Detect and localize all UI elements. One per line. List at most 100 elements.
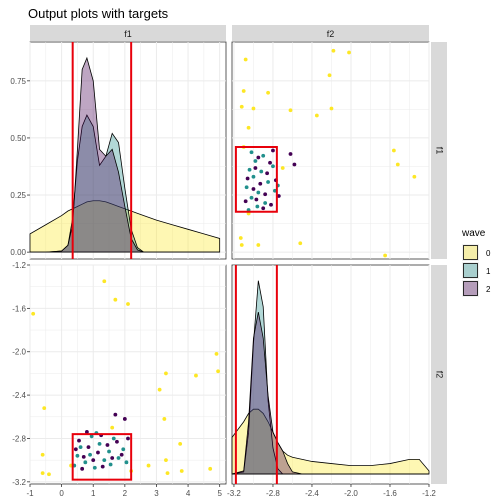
point-bottom-left-44 [81, 454, 86, 459]
point-bottom-left-41 [96, 450, 100, 455]
ticklabel-f2-y-3: -2.0 [12, 348, 26, 357]
point-top-right-44 [254, 197, 259, 202]
legend-label-2: 2 [486, 285, 491, 294]
panel-f2-f1-frame [231, 41, 430, 260]
legend-key-1 [463, 263, 478, 278]
panel-f2-density-frame [231, 264, 430, 485]
point-top-right-45 [251, 187, 256, 191]
point-top-right-48 [271, 148, 275, 153]
point-bottom-left-43 [115, 439, 119, 444]
point-top-right-42 [265, 171, 270, 176]
ticklabel-f2-y-0: -3.2 [12, 478, 26, 487]
point-bottom-left-24 [88, 452, 92, 457]
point-bottom-left-47 [119, 452, 124, 457]
point-bottom-left-17 [40, 471, 45, 476]
point-top-right-40 [263, 192, 268, 197]
point-bottom-left-11 [178, 441, 183, 446]
ticklabel-f1-x-3: 2 [123, 489, 128, 498]
point-top-right-52 [276, 194, 281, 198]
point-top-right-24 [256, 190, 261, 195]
strip-col-f1-bg [30, 25, 226, 41]
ticklabel-f2-x-2: -2.4 [305, 489, 319, 498]
point-top-right-0 [383, 253, 388, 258]
ticklabel-f1-density-y-0: 0.00 [10, 248, 26, 257]
point-bottom-left-7 [194, 373, 198, 378]
point-top-right-30 [271, 164, 275, 169]
ticklabel-f1-density-y-2: 0.50 [10, 134, 26, 143]
point-bottom-left-18 [47, 472, 51, 477]
point-top-right-2 [395, 162, 400, 167]
chart-title: Output plots with targets [28, 6, 169, 21]
point-bottom-left-5 [216, 369, 220, 374]
density-f1-wave-2 [30, 56, 220, 253]
ticklabel-f1-x-6: 5 [217, 489, 222, 498]
point-top-right-6 [329, 106, 334, 111]
point-bottom-left-31 [121, 447, 126, 452]
point-bottom-left-9 [42, 406, 47, 411]
point-bottom-left-39 [77, 438, 81, 443]
point-bottom-left-0 [31, 311, 36, 316]
point-bottom-left-3 [126, 302, 130, 306]
point-top-right-53 [288, 152, 293, 156]
point-bottom-left-40 [86, 445, 91, 450]
target-box-top-right [234, 146, 278, 213]
legend-title: wave [461, 228, 486, 239]
point-top-right-43 [268, 160, 272, 165]
point-bottom-left-28 [83, 460, 88, 465]
point-top-right-49 [261, 206, 266, 211]
point-top-right-22 [280, 166, 285, 170]
point-bottom-left-26 [107, 449, 111, 454]
strip-row-f1: f1 [435, 147, 445, 155]
point-bottom-left-33 [102, 458, 107, 463]
point-top-right-26 [259, 169, 264, 174]
ticklabel-f1-x-4: 3 [154, 489, 159, 498]
point-top-right-9 [298, 241, 303, 246]
point-bottom-left-25 [97, 441, 102, 446]
point-bottom-left-23 [78, 445, 83, 450]
legend-key-0 [463, 245, 478, 260]
strip-col-f2-bg [232, 25, 429, 41]
point-top-right-25 [266, 180, 270, 184]
point-top-right-19 [239, 104, 244, 109]
ticklabel-f2-x-1: -2.8 [266, 489, 280, 498]
point-top-right-8 [314, 113, 319, 118]
point-bottom-left-54 [113, 412, 118, 417]
point-bottom-left-48 [126, 436, 130, 441]
point-top-right-13 [251, 106, 256, 111]
density-f2-wave-2 [231, 311, 429, 475]
point-top-right-36 [249, 150, 254, 155]
point-bottom-left-36 [124, 460, 129, 465]
point-bottom-left-32 [75, 453, 80, 458]
point-bottom-left-30 [111, 436, 116, 441]
strip-col-f1: f1 [124, 29, 132, 39]
legend-key-2 [463, 281, 478, 296]
point-top-right-46 [245, 176, 250, 181]
point-bottom-left-13 [164, 458, 168, 463]
ticklabel-f2-x-3: -2.0 [344, 489, 358, 498]
point-top-right-51 [253, 166, 258, 170]
point-top-right-14 [246, 125, 251, 130]
ticklabel-f1-x-0: -1 [26, 489, 34, 498]
point-top-right-28 [249, 195, 254, 200]
strip-col-f2: f2 [327, 29, 335, 39]
ticklabel-f2-y-4: -1.6 [12, 304, 26, 313]
point-top-right-18 [238, 236, 243, 240]
strip-row-f2-bg [431, 265, 447, 484]
point-top-right-4 [347, 50, 351, 55]
point-bottom-left-52 [85, 430, 89, 434]
point-bottom-left-6 [164, 371, 168, 376]
ticklabel-f1-x-2: 1 [91, 489, 96, 498]
point-top-right-27 [253, 159, 258, 163]
point-top-right-39 [269, 202, 273, 207]
point-bottom-left-49 [73, 447, 78, 452]
point-bottom-left-14 [146, 463, 151, 468]
point-bottom-left-38 [108, 462, 113, 467]
panels: f1 f2 f1 f2 0.00 0.25 0.50 0.75 -3.2 -2.8 -2.4 -2.0… [10, 25, 447, 498]
point-bottom-left-20 [179, 469, 184, 473]
point-bottom-left-55 [80, 466, 85, 471]
ticklabel-f1-x-5: 4 [186, 489, 191, 498]
point-top-right-29 [244, 185, 249, 190]
point-bottom-left-10 [162, 417, 167, 421]
